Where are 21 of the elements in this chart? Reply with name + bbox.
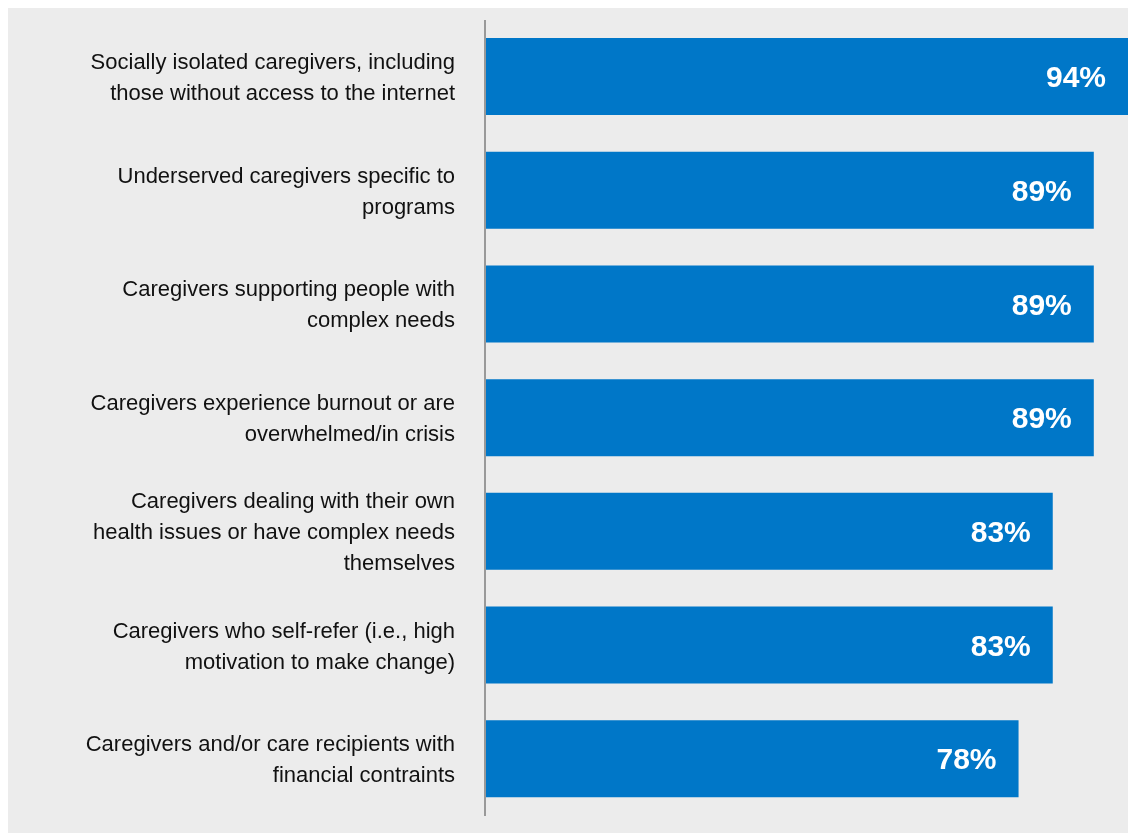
bar <box>485 492 1053 570</box>
data-label: 83% <box>970 515 1031 549</box>
y-tick-label: Socially isolated caregivers, including those without access to the internet <box>90 49 455 106</box>
data-label: 94% <box>1045 60 1106 94</box>
data-label: 89% <box>1011 401 1072 435</box>
bar <box>485 151 1094 229</box>
bar <box>485 606 1053 684</box>
data-label: 78% <box>936 742 997 776</box>
y-tick-label: Caregivers dealing with their own health issues or have complex needs themselves <box>93 488 455 576</box>
bar <box>485 38 1128 115</box>
y-tick-label: Underserved caregivers specific to programs <box>117 162 455 219</box>
y-tick-label: Caregivers experience burnout or are overwhelmed/in crisis <box>90 390 455 447</box>
y-tick-label: Caregivers supporting people with complex needs <box>122 276 455 333</box>
data-label: 89% <box>1011 287 1072 321</box>
bar <box>485 379 1094 457</box>
data-label: 89% <box>1011 173 1072 207</box>
bar <box>485 265 1094 343</box>
y-tick-label: Caregivers and/or care recipients with financial contraints <box>85 731 455 788</box>
bar <box>485 720 1019 798</box>
data-label: 83% <box>970 628 1031 662</box>
y-tick-label: Caregivers who self-refer (i.e., high motivation to make change) <box>112 617 455 674</box>
